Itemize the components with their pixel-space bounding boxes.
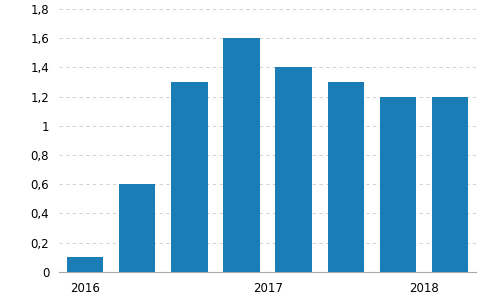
Bar: [223, 38, 260, 272]
Bar: [119, 184, 156, 272]
Bar: [327, 82, 364, 272]
Bar: [380, 97, 416, 272]
Bar: [171, 82, 208, 272]
Bar: [67, 257, 103, 272]
Bar: [432, 97, 468, 272]
Bar: [275, 67, 312, 272]
